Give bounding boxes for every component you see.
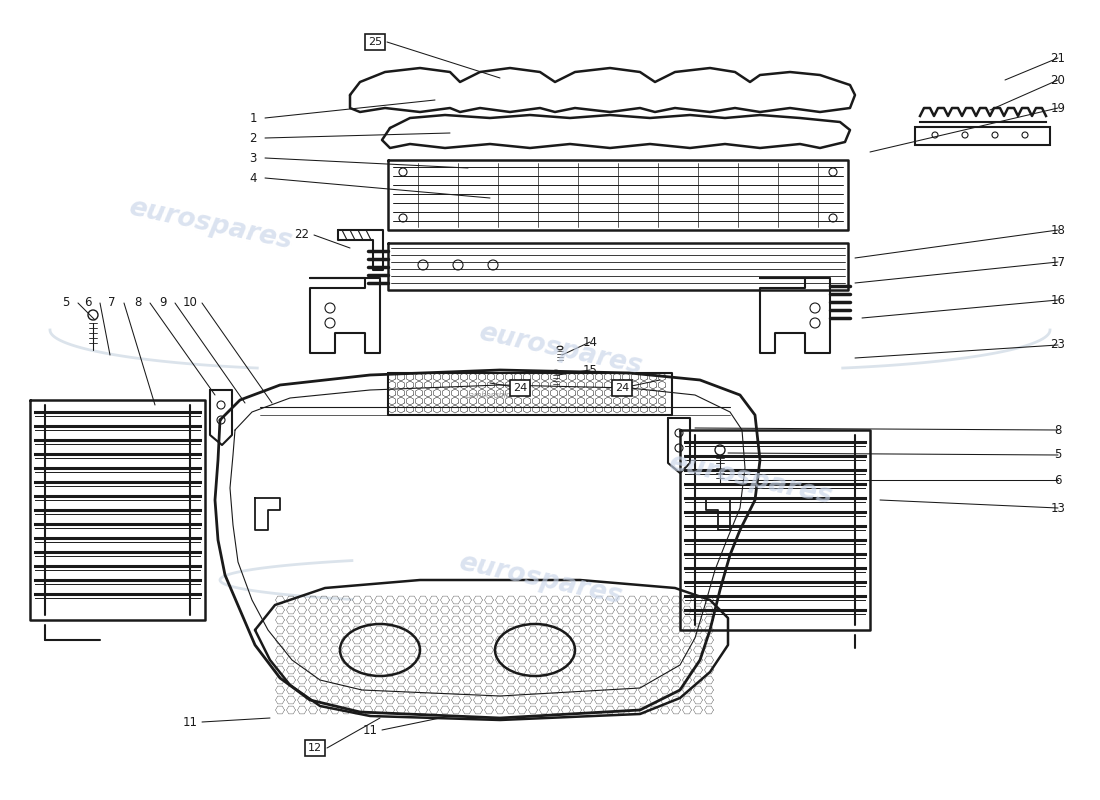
Text: 11: 11: [363, 723, 377, 737]
Bar: [915, 127, 1050, 145]
Text: 18: 18: [1050, 223, 1066, 237]
Text: 13: 13: [1050, 502, 1066, 514]
Text: eurospares: eurospares: [475, 320, 645, 380]
Text: 20: 20: [1050, 74, 1066, 86]
Text: 24: 24: [615, 383, 629, 393]
Text: 5: 5: [63, 297, 69, 310]
Text: 8: 8: [134, 297, 142, 310]
Text: 23: 23: [1050, 338, 1066, 351]
Text: 5: 5: [1054, 449, 1062, 462]
Text: 11: 11: [183, 715, 198, 729]
Text: 21: 21: [1050, 51, 1066, 65]
Text: 6: 6: [85, 297, 91, 310]
Text: Lamborghini: Lamborghini: [466, 390, 514, 399]
Text: 12: 12: [308, 743, 322, 753]
Text: eurospares: eurospares: [125, 195, 295, 255]
Text: 14: 14: [583, 335, 597, 349]
Text: 15: 15: [583, 363, 597, 377]
Text: 22: 22: [295, 229, 309, 242]
Text: 10: 10: [183, 297, 197, 310]
Text: 2: 2: [250, 131, 256, 145]
Text: 3: 3: [250, 151, 256, 165]
Text: 17: 17: [1050, 255, 1066, 269]
Text: 9: 9: [160, 297, 167, 310]
Text: 19: 19: [1050, 102, 1066, 114]
Text: 6: 6: [1054, 474, 1062, 486]
Text: eurospares: eurospares: [666, 450, 834, 510]
Text: 1: 1: [250, 111, 256, 125]
Text: 4: 4: [250, 171, 256, 185]
Text: 8: 8: [1054, 423, 1062, 437]
Text: 7: 7: [108, 297, 115, 310]
Text: eurospares: eurospares: [455, 550, 625, 610]
Text: 16: 16: [1050, 294, 1066, 306]
Text: 24: 24: [513, 383, 527, 393]
Text: 25: 25: [367, 37, 382, 47]
